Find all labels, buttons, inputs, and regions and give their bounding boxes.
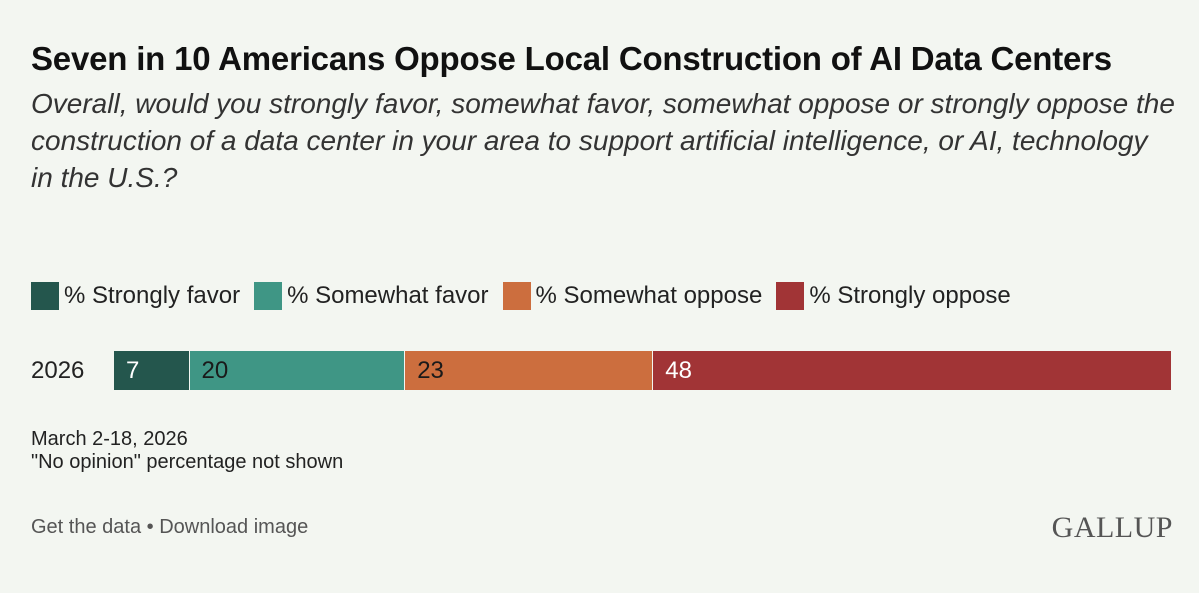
chart-notes: March 2-18, 2026 "No opinion" percentage… (31, 428, 343, 474)
data-label: 20 (201, 357, 229, 384)
bar-segment-1: 20 (189, 351, 406, 390)
chart-title: Seven in 10 Americans Oppose Local Const… (31, 40, 1112, 77)
legend-label: % Somewhat oppose (535, 282, 763, 309)
footer-links: Get the data • Download image (31, 516, 308, 539)
data-label: 23 (417, 357, 444, 384)
bar-segment-3: 48 (653, 351, 1171, 390)
legend-item-0: % Strongly favor (31, 282, 240, 310)
data-label: 7 (126, 357, 140, 384)
data-label: 48 (665, 357, 692, 384)
legend-item-3: % Strongly oppose (776, 282, 1011, 310)
legend-item-1: % Somewhat favor (254, 282, 489, 310)
chart-header: Seven in 10 Americans Oppose Local Const… (31, 38, 1176, 196)
gallup-logo: GALLUP (1051, 511, 1173, 544)
bar-segment-2: 23 (405, 351, 654, 390)
legend-swatch (776, 282, 805, 310)
legend-label: % Strongly oppose (809, 282, 1011, 309)
legend-swatch (502, 282, 531, 310)
footnote: "No opinion" percentage not shown (31, 451, 344, 473)
chart-subtitle: Overall, would you strongly favor, somew… (31, 88, 1175, 193)
legend-item-2: % Somewhat oppose (502, 282, 763, 310)
legend-swatch (31, 282, 59, 310)
download-image-link[interactable]: Download image (159, 516, 309, 538)
stacked-bar: 7 20 23 48 (114, 351, 1171, 390)
get-data-link[interactable]: Get the data (31, 516, 142, 538)
legend-label: % Somewhat favor (287, 282, 489, 309)
legend-label: % Strongly favor (64, 282, 241, 309)
legend-swatch (254, 282, 283, 310)
category-label: 2026 (31, 357, 85, 384)
chart-legend: % Strongly favor % Somewhat favor % Somewh… (31, 282, 1025, 310)
survey-date: March 2-18, 2026 (31, 428, 188, 450)
footer-separator: • (146, 516, 154, 538)
bar-segment-0: 7 (114, 351, 190, 390)
